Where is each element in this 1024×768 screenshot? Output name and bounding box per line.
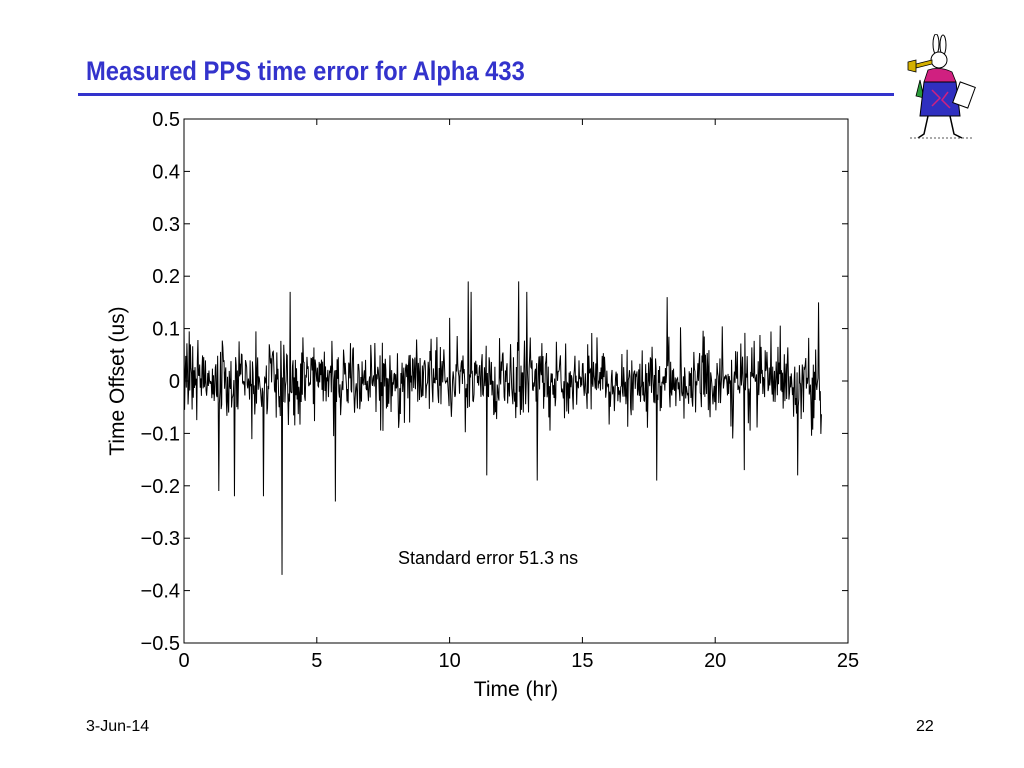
x-axis-label: Time (hr) bbox=[474, 678, 558, 701]
page-number: 22 bbox=[916, 718, 934, 735]
x-tick-label: 5 bbox=[311, 650, 322, 672]
y-tick-label: −0.1 bbox=[141, 423, 180, 445]
y-tick-label: 0.3 bbox=[152, 214, 180, 236]
title-underline bbox=[78, 93, 894, 96]
y-tick-label: −0.4 bbox=[141, 581, 180, 603]
x-tick-label: 0 bbox=[178, 650, 189, 672]
series-line-time-offset bbox=[183, 281, 822, 575]
y-tick-label: 0.4 bbox=[152, 161, 180, 183]
y-tick-label: 0.1 bbox=[152, 319, 180, 341]
standard-error-annotation: Standard error 51.3 ns bbox=[398, 548, 579, 568]
white-rabbit-herald-icon bbox=[907, 34, 976, 139]
x-tick-label: 20 bbox=[704, 650, 726, 672]
tick-layer: 0 5 10 15 20 25 0.5 0.4 0.3 0.2 0.1 0 −0.1 −0.2 −0.3 −0… bbox=[141, 109, 860, 672]
x-tick-label: 25 bbox=[837, 650, 859, 672]
footer-date: 3-Jun-14 bbox=[86, 718, 150, 735]
x-tick-label: 10 bbox=[438, 650, 460, 672]
y-tick-label: 0.2 bbox=[152, 266, 180, 288]
y-axis-label: Time Offset (us) bbox=[106, 306, 129, 455]
y-tick-label: −0.5 bbox=[141, 633, 180, 655]
y-tick-label: −0.3 bbox=[141, 528, 180, 550]
y-tick-label: −0.2 bbox=[141, 476, 180, 498]
series-layer bbox=[183, 281, 822, 575]
y-tick-label: 0 bbox=[169, 371, 180, 393]
slide-title: Measured PPS time error for Alpha 433 bbox=[86, 56, 525, 86]
x-tick-label: 15 bbox=[571, 650, 593, 672]
y-tick-label: 0.5 bbox=[152, 109, 180, 131]
